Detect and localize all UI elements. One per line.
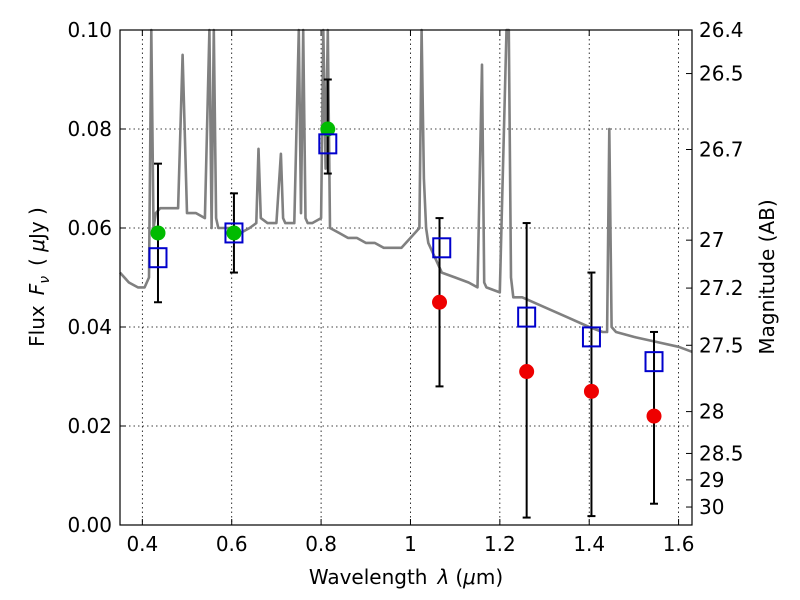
y2-tick-label: 27.5: [699, 333, 744, 357]
y2-tick-label: 26.7: [699, 138, 744, 162]
grid-lines: [120, 29, 692, 526]
y-tick-label: 0.10: [67, 18, 112, 42]
x-tick-labels: 0.4 0.6 0.8 1 1.2 1.4 1.6: [126, 532, 694, 556]
y2-tick-label: 29: [699, 468, 724, 492]
y-tick-label: 0.02: [67, 414, 112, 438]
y-axis-label-mu: μ: [25, 239, 49, 253]
model-box-point: [318, 133, 338, 155]
green-point: [150, 225, 166, 241]
y-tick-label: 0.06: [67, 216, 112, 240]
x-tick-label: 1.2: [484, 532, 516, 556]
y-tick-label: 0.00: [67, 513, 112, 537]
y2-tick-label: 28.5: [699, 441, 744, 465]
y2-tick-label: 27.2: [699, 276, 744, 300]
x-axis-label-lambda: λ: [436, 565, 449, 589]
green-point: [226, 225, 242, 241]
y2-axis-label: Magnitude (AB): [755, 199, 779, 354]
y-tick-label: 0.08: [67, 117, 112, 141]
red-point: [583, 383, 599, 399]
model-box-point: [644, 351, 664, 373]
data-points: [148, 121, 664, 424]
error-bars: [153, 78, 659, 519]
x-tick-label: 0.4: [126, 532, 158, 556]
x-tick-label: 1.6: [663, 532, 695, 556]
y-tick-label: 0.04: [67, 315, 112, 339]
x-axis-label-unit: m): [476, 565, 503, 589]
x-axis-label-mu: μ: [462, 565, 476, 589]
y-axis-label: Flux Fν ( μJy ): [25, 207, 53, 347]
x-axis-label-paren: (: [455, 565, 463, 589]
y2-tick-labels: 26.4 26.5 26.7 27 27.2 27.5 28 28.5 29 30: [699, 18, 744, 519]
y-axis-label-word: Flux: [25, 305, 49, 347]
plot-frame: [119, 29, 693, 526]
y2-tick-label: 27: [699, 228, 724, 252]
model-spectrum: [119, 28, 693, 354]
x-tick-label: 0.6: [216, 532, 248, 556]
y-axis-label-nu: ν: [37, 276, 53, 284]
y2-tick-label: 26.5: [699, 62, 744, 86]
y2-tick-label: 30: [699, 495, 724, 519]
green-point: [320, 121, 336, 137]
model-box-point: [224, 222, 244, 244]
axis-ticks: [120, 29, 692, 526]
red-point: [432, 294, 448, 310]
x-axis-label-word: Wavelength: [309, 565, 428, 589]
y-axis-label-unit: Jy ): [25, 207, 49, 241]
model-box-point: [432, 237, 452, 259]
red-point: [519, 364, 535, 380]
y-axis-label-open: (: [25, 252, 49, 266]
y2-tick-label: 26.4: [699, 18, 744, 42]
x-tick-label: 1: [404, 532, 417, 556]
model-box-point: [148, 247, 168, 269]
model-spectrum-line: [119, 28, 693, 354]
y-axis-label-f: F: [25, 283, 49, 295]
x-axis-label: Wavelength λ (μm): [309, 565, 503, 589]
x-tick-label: 1.4: [573, 532, 605, 556]
y-tick-labels: 0.00 0.02 0.04 0.06 0.08 0.10: [67, 18, 112, 537]
x-tick-label: 0.8: [305, 532, 337, 556]
model-box-point: [581, 326, 601, 348]
red-point: [646, 408, 662, 424]
model-box-point: [517, 306, 537, 328]
y2-tick-label: 28: [699, 400, 724, 424]
